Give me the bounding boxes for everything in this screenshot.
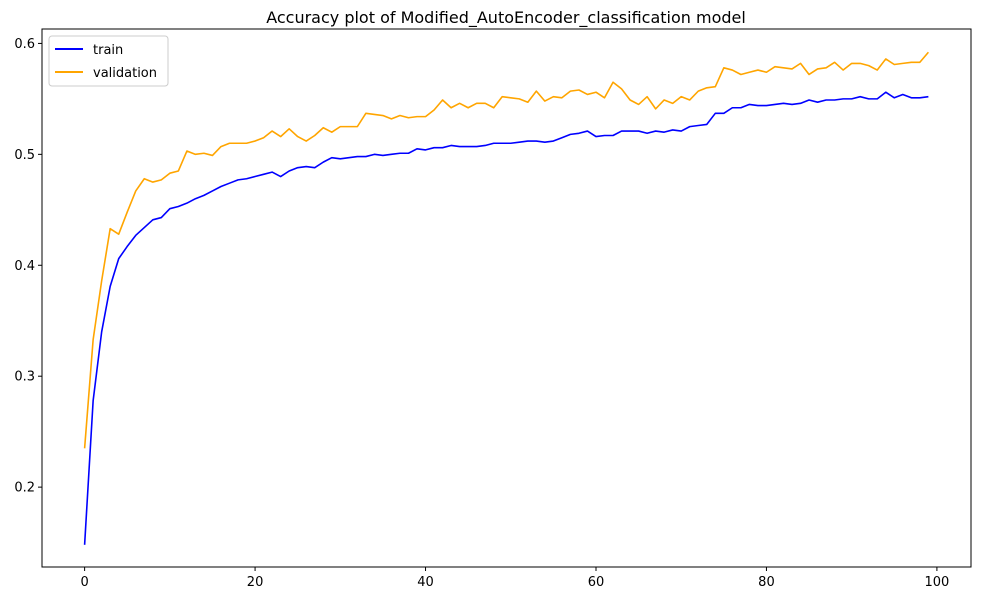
y-axis: 0.2 0.3 0.4 0.5 0.6 <box>14 37 42 496</box>
x-tick-label: 100 <box>924 575 949 590</box>
y-tick-label: 0.3 <box>14 370 35 385</box>
x-tick-label: 0 <box>80 575 88 590</box>
legend: train validation <box>48 35 169 87</box>
series-line-train <box>83 91 929 545</box>
x-axis: 0 20 40 60 80 100 <box>80 567 949 590</box>
series-line-validation <box>83 51 929 449</box>
y-tick-label: 0.5 <box>14 148 35 163</box>
y-tick-label: 0.6 <box>14 37 35 52</box>
chart-title: Accuracy plot of Modified_AutoEncoder_cl… <box>266 8 746 28</box>
legend-label-validation: validation <box>93 66 157 81</box>
x-tick-label: 80 <box>758 575 775 590</box>
y-tick-label: 0.4 <box>14 259 35 274</box>
x-tick-label: 60 <box>588 575 605 590</box>
legend-label-train: train <box>93 43 123 58</box>
y-tick-label: 0.2 <box>14 481 35 496</box>
series-layer <box>83 51 929 545</box>
x-tick-label: 20 <box>247 575 264 590</box>
x-tick-label: 40 <box>417 575 434 590</box>
axes-frame <box>41 28 972 568</box>
